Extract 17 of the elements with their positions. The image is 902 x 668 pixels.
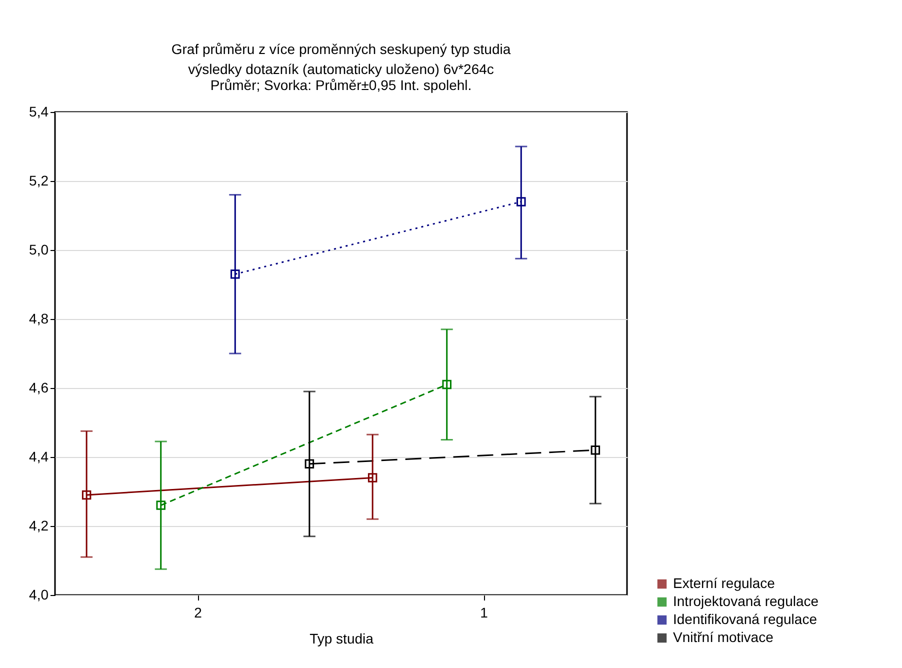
legend-label: Identifikovaná regulace <box>673 611 818 627</box>
x-axis-title: Typ studia <box>310 630 374 646</box>
legend-label: Vnitřní motivace <box>673 629 774 645</box>
y-tick-label: 4,4 <box>29 448 49 464</box>
legend-label: Externí regulace <box>673 575 776 591</box>
y-tick-label: 4,2 <box>29 518 49 534</box>
y-tick-label: 5,4 <box>29 104 49 120</box>
y-tick-label: 4,6 <box>29 380 49 396</box>
y-tick-label: 4,8 <box>29 310 49 326</box>
x-tick-label: 2 <box>194 604 202 620</box>
chart-subtitle: výsledky dotazník (automaticky uloženo) 6v*264c Průměr; Svorka: Průměr±0,95 Int. spolehl. <box>188 61 494 93</box>
chart-title: Graf průměru z více proměnných seskupený typ studia <box>171 41 511 57</box>
y-tick-label: 5,0 <box>29 242 49 258</box>
x-tick-label: 1 <box>480 604 488 620</box>
y-tick-label: 4,0 <box>29 586 49 602</box>
legend-label: Introjektovaná regulace <box>673 593 819 609</box>
y-tick-label: 5,2 <box>29 172 49 188</box>
